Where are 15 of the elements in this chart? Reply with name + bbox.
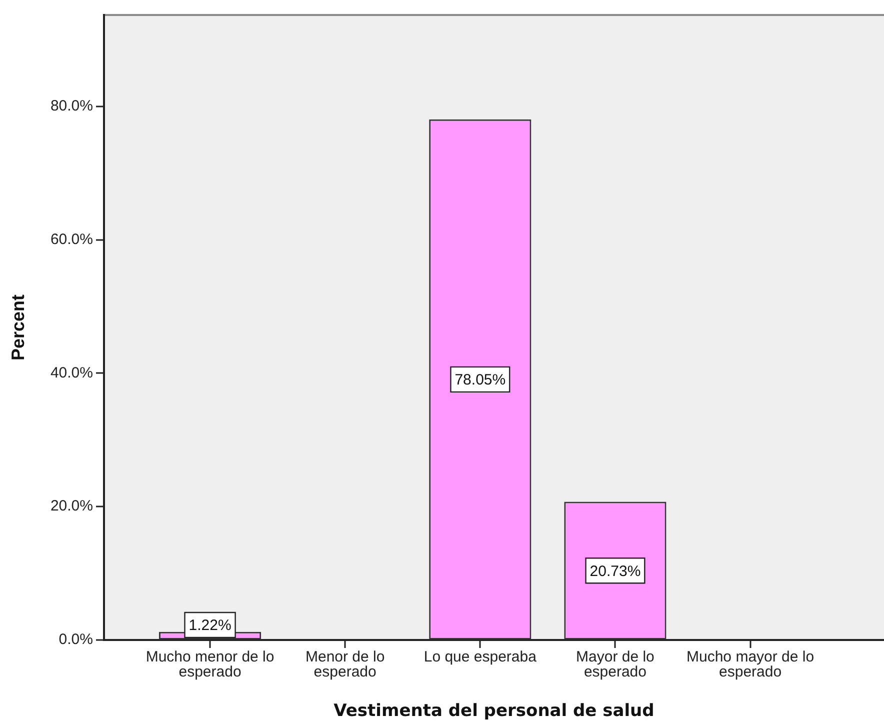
y-tick-label: 60.0% <box>50 230 93 248</box>
y-tick-label: 80.0% <box>50 98 93 115</box>
x-tick-label: Mucho mayor de lo esperado <box>686 648 814 681</box>
x-tick-label: Mucho menor de lo esperado <box>146 648 274 681</box>
data-label: 20.73% <box>590 562 641 580</box>
y-tick-label: 0.0% <box>58 631 93 648</box>
data-label: 1.22% <box>188 617 232 634</box>
x-tick-label: Menor de lo esperado <box>305 648 385 681</box>
y-tick-label: 40.0% <box>50 364 93 382</box>
x-axis-title: Vestimenta del personal de salud <box>334 701 654 722</box>
x-tick-label: Lo que esperaba <box>424 648 538 666</box>
y-axis-title: Percent <box>8 294 28 361</box>
data-label: 78.05% <box>454 372 506 389</box>
x-tick-label: Mayor de lo esperado <box>576 648 654 681</box>
y-tick-label: 20.0% <box>50 498 93 515</box>
